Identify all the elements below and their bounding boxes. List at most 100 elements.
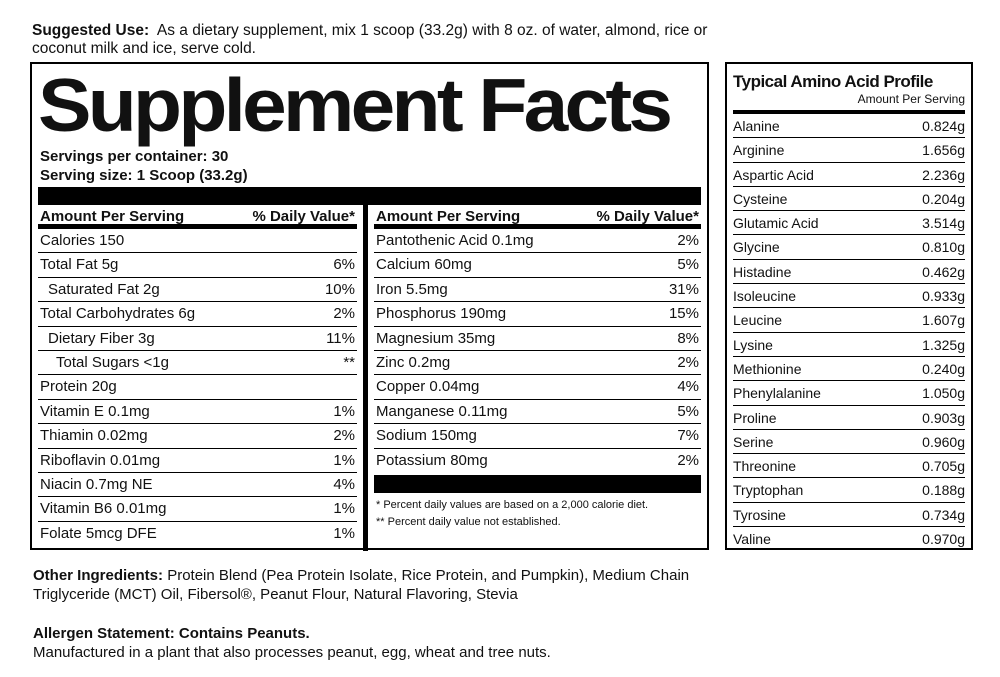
row-label: Isoleucine xyxy=(733,288,797,305)
nutrient-row: Dietary Fiber 3g 11% xyxy=(38,327,357,351)
allergen-text: Manufactured in a plant that also proces… xyxy=(33,644,551,661)
row-value: 0.705g xyxy=(922,458,965,475)
row-label: Folate 5mcg DFE xyxy=(40,524,157,542)
row-label: Iron 5.5mg xyxy=(376,280,448,298)
thick-divider xyxy=(374,474,701,493)
amino-title: Typical Amino Acid Profile xyxy=(733,72,933,91)
row-label: Total Sugars <1g xyxy=(56,353,169,371)
row-label: Phenylalanine xyxy=(733,385,821,402)
nutrient-row: Protein 20g xyxy=(38,375,357,400)
row-value: 15% xyxy=(668,305,699,323)
amino-acid-row: Tyrosine 0.734g xyxy=(733,503,965,528)
nutrient-row: Manganese 0.11mg 5% xyxy=(374,400,701,425)
servings-per-container: Servings per container: 30 xyxy=(40,148,229,165)
row-label: Glycine xyxy=(733,239,780,256)
amino-acid-list: Alanine 0.824g Arginine 1.656g Aspartic Acid… xyxy=(733,114,965,551)
row-label: Leucine xyxy=(733,312,783,329)
row-value: 4% xyxy=(677,378,699,396)
row-value: 1.607g xyxy=(922,312,965,329)
row-label: Aspartic Acid xyxy=(733,166,814,183)
row-value: 0.240g xyxy=(922,360,965,377)
row-value: 1% xyxy=(333,451,355,469)
row-label: Pantothenic Acid 0.1mg xyxy=(376,232,534,249)
nutrient-row: Phosphorus 190mg 15% xyxy=(374,302,701,327)
row-label: Methionine xyxy=(733,360,802,377)
row-label: Protein 20g xyxy=(40,378,117,396)
allergen-statement: Allergen Statement: Contains Peanuts. Ma… xyxy=(33,624,733,662)
header-daily-value: % Daily Value* xyxy=(596,208,699,225)
row-value: 0.810g xyxy=(922,239,965,256)
row-label: Dietary Fiber 3g xyxy=(48,329,155,347)
row-label: Zinc 0.2mg xyxy=(376,353,451,371)
row-value: 1.656g xyxy=(922,142,965,159)
left-nutrient-list: Calories 150 Total Fat 5g 6% Saturated Fat … xyxy=(38,229,357,546)
amino-acid-row: Alanine 0.824g xyxy=(733,114,965,139)
suggested-use: Suggested Use: As a dietary supplement, … xyxy=(32,22,722,58)
row-value: 31% xyxy=(668,280,699,298)
row-value: 1.050g xyxy=(922,385,965,402)
nutrient-row: Potassium 80mg 2% xyxy=(374,449,701,473)
nutrient-row: Thiamin 0.02mg 2% xyxy=(38,424,357,449)
row-value: 2% xyxy=(333,305,355,323)
amino-acid-row: Isoleucine 0.933g xyxy=(733,284,965,309)
row-label: Tryptophan xyxy=(733,482,804,499)
amino-acid-row: Phenylalanine 1.050g xyxy=(733,381,965,406)
row-value: 2% xyxy=(677,353,699,371)
nutrient-row: Total Sugars <1g ** xyxy=(38,351,357,376)
suggested-use-text: As a dietary supplement, mix 1 scoop (33… xyxy=(32,22,708,57)
amino-acid-row: Lysine 1.325g xyxy=(733,333,965,357)
row-value: ** xyxy=(343,353,355,371)
row-value: 0.734g xyxy=(922,506,965,523)
nutrient-row: Folate 5mcg DFE 1% xyxy=(38,522,357,546)
amino-acid-row: Cysteine 0.204g xyxy=(733,187,965,212)
row-label: Magnesium 35mg xyxy=(376,329,496,347)
row-value: 2% xyxy=(677,451,699,469)
left-column-header: Amount Per Serving % Daily Value* xyxy=(38,205,357,229)
allergen-label: Allergen Statement: Contains Peanuts. xyxy=(33,625,310,642)
row-value: 1% xyxy=(333,524,355,542)
footnote-not-established: ** Percent daily value not established. xyxy=(376,515,561,528)
right-column-header: Amount Per Serving % Daily Value* xyxy=(374,205,701,229)
row-value: 1% xyxy=(333,500,355,518)
row-label: Lysine xyxy=(733,336,773,353)
row-value: 0.903g xyxy=(922,409,965,426)
supplement-facts-panel: Supplement Facts Servings per container:… xyxy=(30,62,709,551)
row-value: 1.325g xyxy=(922,336,965,353)
row-label: Total Fat 5g xyxy=(40,256,119,274)
amino-acid-row: Methionine 0.240g xyxy=(733,357,965,382)
nutrient-row: Copper 0.04mg 4% xyxy=(374,375,701,400)
row-label: Threonine xyxy=(733,458,797,475)
amino-acid-row: Arginine 1.656g xyxy=(733,138,965,163)
footnotes: * Percent daily values are based on a 2,… xyxy=(374,493,701,535)
row-label: Calories 150 xyxy=(40,232,125,249)
row-label: Total Carbohydrates 6g xyxy=(40,305,196,323)
thick-divider xyxy=(38,187,701,205)
suggested-use-label: Suggested Use: xyxy=(32,22,150,39)
nutrient-row: Calories 150 xyxy=(38,229,357,254)
nutrient-row: Vitamin B6 0.01mg 1% xyxy=(38,497,357,522)
nutrient-row: Saturated Fat 2g 10% xyxy=(38,278,357,303)
amino-acid-row: Histadine 0.462g xyxy=(733,260,965,285)
row-label: Glutamic Acid xyxy=(733,215,819,232)
facts-title: Supplement Facts xyxy=(38,63,673,147)
row-label: Vitamin B6 0.01mg xyxy=(40,500,167,518)
row-label: Alanine xyxy=(733,118,780,134)
facts-left-column: Amount Per Serving % Daily Value* Calori… xyxy=(38,205,368,551)
row-value: 4% xyxy=(333,475,355,493)
row-label: Manganese 0.11mg xyxy=(376,402,508,420)
header-daily-value: % Daily Value* xyxy=(252,208,355,225)
row-value: 10% xyxy=(324,280,355,298)
row-value: 2.236g xyxy=(922,166,965,183)
row-value: 8% xyxy=(677,329,699,347)
amino-acid-row: Glutamic Acid 3.514g xyxy=(733,211,965,236)
row-value: 0.188g xyxy=(922,482,965,499)
amino-acid-row: Valine 0.970g xyxy=(733,527,965,551)
row-label: Potassium 80mg xyxy=(376,451,488,469)
row-label: Proline xyxy=(733,409,777,426)
amino-acid-row: Tryptophan 0.188g xyxy=(733,478,965,503)
nutrient-row: Sodium 150mg 7% xyxy=(374,424,701,449)
row-value: 0.462g xyxy=(922,263,965,280)
row-label: Vitamin E 0.1mg xyxy=(40,402,150,420)
other-ingredients: Other Ingredients: Protein Blend (Pea Pr… xyxy=(33,566,693,604)
row-value: 5% xyxy=(677,402,699,420)
